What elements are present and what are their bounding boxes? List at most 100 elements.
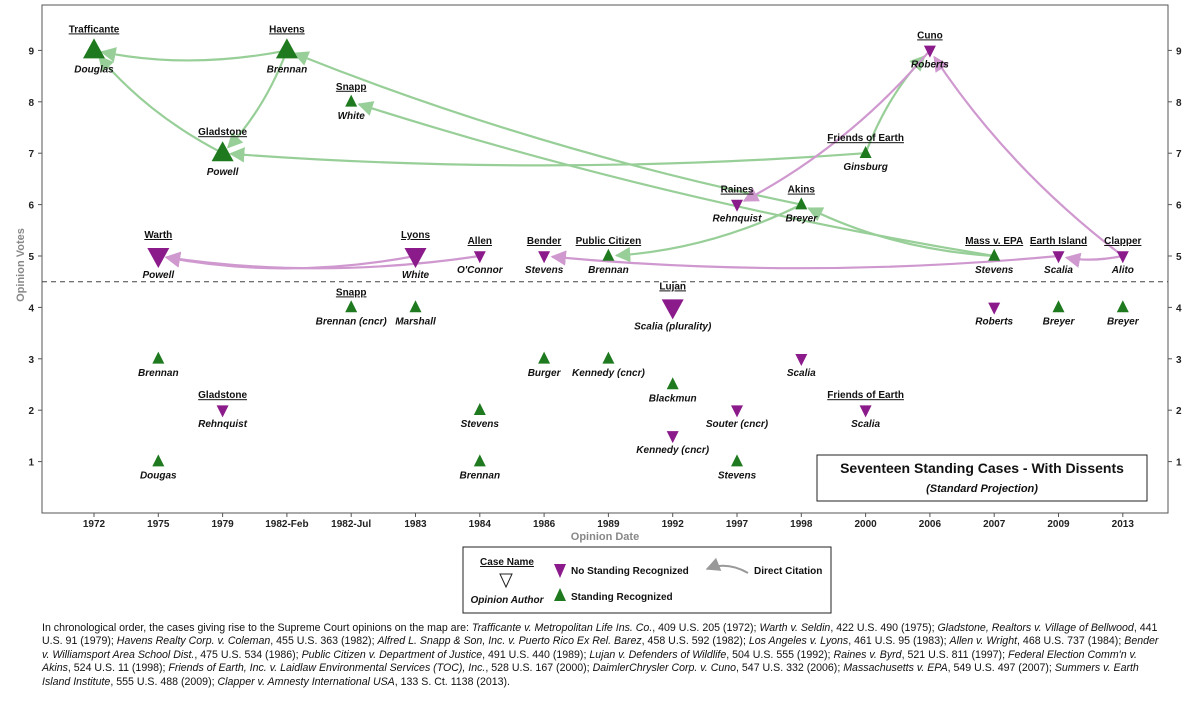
x-tick-label: 2007 bbox=[983, 519, 1006, 530]
footnote-case-name: Massachusetts v. EPA bbox=[843, 662, 948, 675]
author-label: Rehnquist bbox=[713, 214, 763, 225]
case-labels: Trafficante Douglas Warth Powell Gladstone Po… bbox=[69, 24, 1142, 481]
author-label: Brennan bbox=[460, 471, 501, 482]
x-tick-label: 1979 bbox=[211, 519, 234, 530]
citation-arrow bbox=[807, 207, 995, 258]
case-name-label: Public Citizen bbox=[576, 236, 642, 247]
footnote-case-name: Summers v. Earth Island Institute bbox=[42, 662, 1139, 688]
author-label: Marshall bbox=[395, 316, 436, 327]
footnote-case-cite: , 475 U.S. 534 (1986); bbox=[194, 648, 299, 661]
no-standing-marker bbox=[731, 405, 743, 418]
footnote-case-name: Clapper v. Amnesty International USA bbox=[217, 675, 395, 688]
footnote-case-cite: , 133 S. Ct. 1138 (2013). bbox=[394, 675, 510, 688]
author-label: Brennan (cncr) bbox=[316, 316, 388, 327]
footnote-case-cite: , 524 U.S. 11 (1998); bbox=[67, 662, 166, 675]
author-label: White bbox=[338, 111, 366, 122]
standing-marker bbox=[275, 38, 298, 59]
footnote-case-name: Federal Election Comm'n v. Akins bbox=[42, 648, 1137, 675]
author-label: Stevens bbox=[975, 265, 1014, 276]
author-label: Douglas bbox=[74, 64, 114, 75]
case-name-label: Gladstone bbox=[198, 390, 247, 401]
case-name-label: Friends of Earth bbox=[827, 390, 904, 401]
no-standing-marker bbox=[1116, 251, 1129, 264]
citation-arrow bbox=[614, 203, 802, 263]
footnote-case-cite: , 547 U.S. 332 (2006); bbox=[736, 662, 841, 675]
standing-marker bbox=[859, 146, 872, 158]
standing-marker bbox=[538, 351, 551, 364]
y-tick-label-right: 7 bbox=[1176, 149, 1182, 160]
x-tick-label: 1986 bbox=[533, 519, 556, 530]
y-axis: 1 1 2 2 3 3 4 4 5 5 6 6 7 7 8 8 9 9 bbox=[28, 46, 1182, 468]
author-label: Brennan bbox=[588, 265, 629, 276]
case-name-label: Snapp bbox=[336, 287, 367, 298]
footnote-case-cite: , 461 U.S. 95 (1983); bbox=[848, 635, 947, 648]
case-name-label: Friends of Earth bbox=[827, 133, 904, 144]
footnote-case-name: Trafficante v. Metropolitan Life Ins. Co… bbox=[471, 622, 653, 634]
standing-marker bbox=[409, 300, 422, 313]
case-name-label: Raines bbox=[721, 185, 754, 196]
y-tick-label: 1 bbox=[28, 458, 34, 469]
standing-marker bbox=[83, 38, 105, 59]
case-name-label: Earth Island bbox=[1030, 236, 1087, 247]
x-tick-label: 1997 bbox=[726, 519, 749, 530]
y-tick-label-right: 6 bbox=[1176, 201, 1182, 212]
footnote-case-cite: , 422 U.S. 490 (1975); bbox=[830, 622, 935, 634]
footnote-case-name: Warth v. Seldin bbox=[759, 622, 831, 634]
author-label: Stevens bbox=[525, 265, 564, 276]
x-axis: 1972 1975 1979 1982-Feb 1982-Jul 1983 1984 1986… bbox=[83, 513, 1134, 530]
footnote-case-cite: , 458 U.S. 592 (1982); bbox=[641, 635, 746, 648]
legend-citation-arrow bbox=[705, 557, 749, 574]
case-name-label: Havens bbox=[269, 24, 305, 35]
no-standing-marker bbox=[538, 251, 551, 264]
chart-subtitle: (Standard Projection) bbox=[926, 483, 1038, 495]
author-label: Burger bbox=[528, 368, 562, 379]
author-label: Kennedy (cncr) bbox=[636, 445, 709, 456]
legend-opinion-author: Opinion Author bbox=[471, 595, 545, 606]
standing-marker bbox=[795, 197, 808, 210]
citation-arrow bbox=[550, 250, 1059, 270]
y-tick-label: 6 bbox=[28, 201, 34, 212]
author-label: Roberts bbox=[975, 316, 1013, 327]
no-standing-marker bbox=[216, 405, 229, 418]
case-name-label: Bender bbox=[527, 236, 562, 247]
citation-links bbox=[98, 47, 1124, 270]
no-standing-marker bbox=[666, 431, 679, 444]
case-name-label: Snapp bbox=[336, 82, 367, 93]
no-standing-marker bbox=[988, 302, 1001, 315]
case-name-label: Warth bbox=[144, 230, 172, 241]
footnote-case-name: Gladstone, Realtors v. Village of Bellwo… bbox=[937, 622, 1134, 634]
author-label: Roberts bbox=[911, 59, 949, 70]
plot-frame bbox=[41, 4, 1169, 514]
footnote-case-cite: , 491 U.S. 440 (1989); bbox=[482, 648, 587, 661]
title-box: Seventeen Standing Cases - With Dissents… bbox=[816, 454, 1148, 502]
case-name-label: Clapper bbox=[1104, 236, 1141, 247]
citation-map-chart: 1 12 23 34 45 56 67 78 89 9 1972 1975 1979 1982-Feb 1… bbox=[15, 4, 1182, 614]
author-label: Powell bbox=[207, 167, 239, 178]
y-tick-label: 7 bbox=[28, 149, 34, 160]
x-tick-label: 2013 bbox=[1112, 519, 1135, 530]
footnote-case-name: Los Angeles v. Lyons bbox=[748, 635, 849, 648]
case-name-label: Lujan bbox=[659, 281, 686, 292]
x-tick-label: 1983 bbox=[404, 519, 427, 530]
x-tick-label: 1992 bbox=[662, 519, 685, 530]
author-label: Souter (cncr) bbox=[706, 419, 769, 430]
citation-arrow bbox=[357, 101, 995, 258]
legend-no-standing-marker bbox=[554, 564, 566, 578]
y-tick-label-right: 3 bbox=[1176, 355, 1182, 366]
standing-marker bbox=[473, 403, 486, 415]
no-standing-marker bbox=[859, 405, 872, 418]
case-name-label: Trafficante bbox=[69, 24, 120, 35]
legend-standing-label: Standing Recognized bbox=[571, 592, 673, 603]
author-label: Scalia (plurality) bbox=[634, 321, 712, 332]
footnote-case-name: Alfred L. Snapp & Son, Inc. v. Puerto Ri… bbox=[377, 635, 642, 648]
citation-arrow bbox=[1064, 252, 1124, 268]
footnote-case-cite: , 468 U.S. 737 (1984); bbox=[1017, 635, 1122, 648]
y-tick-label: 5 bbox=[28, 252, 34, 263]
standing-marker bbox=[345, 94, 358, 107]
y-axis-label: Opinion Votes bbox=[15, 228, 27, 302]
y-tick-label: 8 bbox=[28, 98, 34, 109]
footnote-intro: In chronological order, the cases giving… bbox=[42, 622, 469, 634]
legend: Case Name Opinion Author No Standing Rec… bbox=[462, 546, 832, 614]
standing-marker bbox=[602, 351, 615, 364]
standing-marker bbox=[1116, 300, 1129, 313]
